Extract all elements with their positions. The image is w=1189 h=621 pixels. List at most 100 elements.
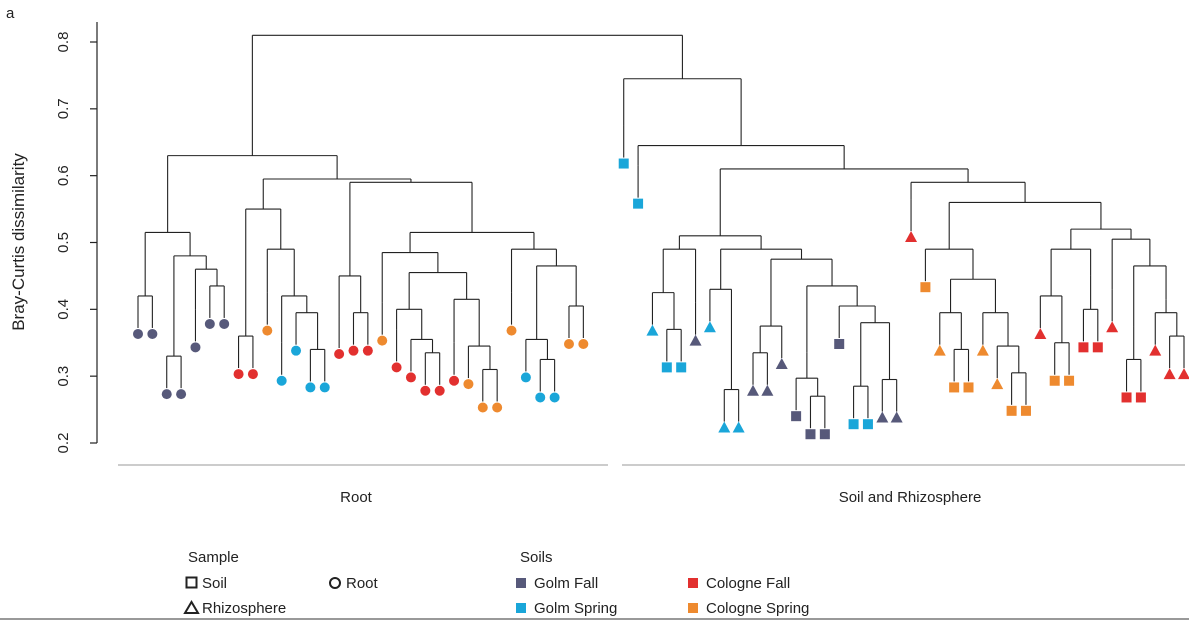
root-circle-icon (329, 577, 341, 589)
leaf-root-cologne-fall (362, 345, 373, 356)
leaf-rhizosphere-cologne-fall (1178, 368, 1189, 380)
leaf-soil-cologne-spring (963, 382, 974, 393)
leaf-root-cologne-spring (563, 338, 574, 349)
leaf-rhizosphere-cologne-fall (905, 231, 918, 243)
leaf-rhizosphere-golm-fall (689, 334, 702, 346)
legend-golm-spring: Golm Spring (534, 600, 617, 617)
leaf-soil-cologne-fall (1135, 392, 1146, 403)
leaf-soil-golm-fall (805, 429, 816, 440)
leaf-root-cologne-fall (334, 349, 345, 360)
leaf-root-golm-spring (319, 382, 330, 393)
leaf-root-cologne-fall (449, 375, 460, 386)
leaf-soil-golm-spring (862, 419, 873, 430)
legend-cologne-fall: Cologne Fall (706, 575, 790, 592)
leaf-soil-cologne-spring (949, 382, 960, 393)
legend-root: Root (346, 575, 379, 592)
legend: Sample Soil Root Rhizosphere Soils Golm … (183, 549, 809, 617)
leaf-soil-golm-spring (633, 198, 644, 209)
leaf-root-cologne-spring (506, 325, 517, 336)
dendrogram-leaves (133, 158, 1189, 440)
group-label-root: Root (340, 489, 373, 506)
leaf-root-cologne-fall (434, 385, 445, 396)
leaf-root-cologne-spring (377, 335, 388, 346)
y-tick-label: 0.8 (55, 32, 72, 53)
leaf-rhizosphere-golm-fall (876, 411, 889, 423)
leaf-soil-golm-spring (848, 419, 859, 430)
leaf-rhizosphere-golm-fall (890, 411, 903, 423)
panel-label: a (6, 5, 15, 22)
leaf-root-golm-fall (147, 328, 158, 339)
rhizosphere-triangle-icon (183, 600, 200, 614)
leaf-root-cologne-fall (420, 385, 431, 396)
legend-sample-title: Sample (188, 549, 239, 566)
leaf-root-golm-spring (305, 382, 316, 393)
leaf-soil-cologne-spring (920, 282, 931, 293)
leaf-soil-cologne-spring (1006, 405, 1017, 416)
leaf-root-golm-spring (535, 392, 546, 403)
legend-soils-title: Soils (520, 549, 553, 566)
leaf-soil-golm-spring (661, 362, 672, 373)
leaf-root-golm-fall (219, 318, 230, 329)
leaf-rhizosphere-cologne-spring (991, 378, 1004, 390)
leaf-root-cologne-fall (405, 372, 416, 383)
group-label-soil-rhizosphere: Soil and Rhizosphere (839, 489, 982, 506)
leaf-rhizosphere-cologne-fall (1034, 327, 1047, 339)
leaf-rhizosphere-golm-spring (703, 321, 716, 333)
leaf-soil-golm-fall (791, 411, 802, 422)
leaf-rhizosphere-cologne-spring (933, 344, 946, 356)
leaf-rhizosphere-cologne-fall (1106, 321, 1119, 333)
leaf-rhizosphere-golm-fall (775, 358, 788, 370)
leaf-soil-golm-fall (834, 338, 845, 349)
cologne-spring-swatch (688, 603, 698, 613)
leaf-soil-cologne-fall (1121, 392, 1132, 403)
leaf-soil-cologne-spring (1020, 405, 1031, 416)
leaf-rhizosphere-cologne-spring (976, 344, 989, 356)
leaf-root-cologne-fall (247, 369, 258, 380)
leaf-rhizosphere-golm-spring (732, 421, 745, 433)
leaf-root-cologne-spring (477, 402, 488, 413)
leaf-root-golm-fall (204, 318, 215, 329)
dendrogram-lines (137, 34, 1185, 429)
leaf-root-cologne-fall (348, 345, 359, 356)
soil-square-icon (185, 576, 198, 589)
y-tick-label: 0.7 (55, 98, 72, 119)
y-tick-label: 0.4 (55, 299, 72, 320)
golm-fall-swatch (516, 578, 526, 588)
leaf-soil-golm-spring (676, 362, 687, 373)
cologne-fall-swatch (688, 578, 698, 588)
leaf-rhizosphere-golm-spring (646, 324, 659, 336)
leaf-soil-cologne-spring (1064, 375, 1075, 386)
legend-cologne-spring: Cologne Spring (706, 600, 809, 617)
y-tick-label: 0.3 (55, 366, 72, 387)
leaf-root-cologne-spring (463, 379, 474, 390)
leaf-root-golm-spring (520, 372, 531, 383)
leaf-rhizosphere-golm-fall (747, 384, 760, 396)
leaf-root-golm-spring (549, 392, 560, 403)
legend-rhizosphere: Rhizosphere (202, 600, 286, 617)
leaf-rhizosphere-golm-spring (718, 421, 731, 433)
leaf-root-golm-spring (276, 375, 287, 386)
y-axis-title: Bray-Curtis dissimilarity (9, 153, 28, 331)
leaf-root-golm-fall (161, 389, 172, 400)
y-tick-label: 0.2 (55, 433, 72, 454)
leaf-soil-cologne-spring (1049, 375, 1060, 386)
leaf-root-golm-fall (190, 342, 201, 353)
leaf-soil-cologne-fall (1092, 342, 1103, 353)
y-tick-label: 0.6 (55, 165, 72, 186)
leaf-root-golm-fall (176, 389, 187, 400)
legend-golm-fall: Golm Fall (534, 575, 598, 592)
leaf-rhizosphere-golm-fall (761, 384, 774, 396)
leaf-rhizosphere-cologne-fall (1149, 344, 1162, 356)
legend-soil: Soil (202, 575, 227, 592)
leaf-root-golm-fall (133, 328, 143, 339)
leaf-root-cologne-spring (492, 402, 503, 413)
y-tick-label: 0.5 (55, 232, 72, 253)
leaf-soil-cologne-fall (1078, 342, 1089, 353)
leaf-soil-golm-fall (819, 429, 830, 440)
leaf-root-cologne-fall (391, 362, 402, 373)
leaf-soil-golm-spring (618, 158, 629, 169)
leaf-rhizosphere-cologne-fall (1163, 368, 1176, 380)
leaf-root-cologne-spring (578, 338, 589, 349)
y-axis: 0.2 0.3 0.4 0.5 0.6 0.7 0.8 (55, 22, 98, 454)
